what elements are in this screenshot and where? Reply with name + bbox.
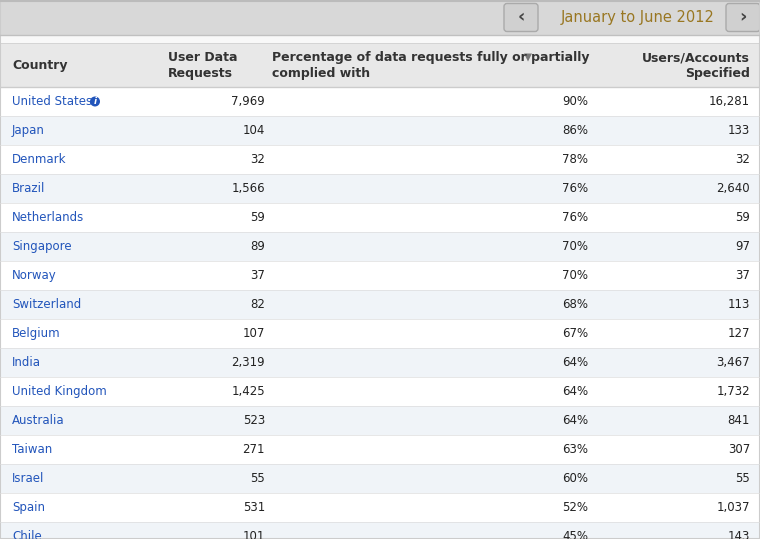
Text: 101: 101 <box>242 530 265 539</box>
Text: 133: 133 <box>728 124 750 137</box>
Bar <box>0 261 760 290</box>
Text: 67%: 67% <box>562 327 588 340</box>
Text: Israel: Israel <box>12 472 44 485</box>
Text: 841: 841 <box>727 414 750 427</box>
Text: 89: 89 <box>250 240 265 253</box>
Text: Requests: Requests <box>168 67 233 80</box>
Text: India: India <box>12 356 41 369</box>
Bar <box>0 290 760 319</box>
Text: 55: 55 <box>250 472 265 485</box>
Text: 1,732: 1,732 <box>717 385 750 398</box>
Text: ‹: ‹ <box>518 9 524 26</box>
Bar <box>0 406 760 435</box>
Text: 78%: 78% <box>562 153 588 166</box>
Text: 64%: 64% <box>562 356 588 369</box>
Bar <box>0 348 760 377</box>
Bar <box>0 116 760 145</box>
Bar <box>0 232 760 261</box>
Text: Users/Accounts: Users/Accounts <box>642 51 750 64</box>
Text: Percentage of data requests fully or partially: Percentage of data requests fully or par… <box>272 51 590 64</box>
Text: 59: 59 <box>735 211 750 224</box>
Text: ›: › <box>739 9 747 26</box>
Text: 127: 127 <box>727 327 750 340</box>
Text: 107: 107 <box>242 327 265 340</box>
Text: 7,969: 7,969 <box>231 95 265 108</box>
Text: 59: 59 <box>250 211 265 224</box>
Text: January to June 2012: January to June 2012 <box>561 10 715 25</box>
Text: 2,640: 2,640 <box>717 182 750 195</box>
Text: 1,566: 1,566 <box>231 182 265 195</box>
Circle shape <box>90 96 100 107</box>
Text: 531: 531 <box>242 501 265 514</box>
Text: 16,281: 16,281 <box>709 95 750 108</box>
Text: Netherlands: Netherlands <box>12 211 84 224</box>
Text: Spain: Spain <box>12 501 45 514</box>
Text: 32: 32 <box>735 153 750 166</box>
Text: 86%: 86% <box>562 124 588 137</box>
Text: Switzerland: Switzerland <box>12 298 81 311</box>
Text: 37: 37 <box>735 269 750 282</box>
Text: 52%: 52% <box>562 501 588 514</box>
Bar <box>0 377 760 406</box>
Text: 271: 271 <box>242 443 265 456</box>
Text: complied with: complied with <box>272 67 370 80</box>
Bar <box>0 464 760 493</box>
FancyBboxPatch shape <box>726 3 760 31</box>
Text: 523: 523 <box>242 414 265 427</box>
Text: 37: 37 <box>250 269 265 282</box>
Text: 97: 97 <box>735 240 750 253</box>
Text: 82: 82 <box>250 298 265 311</box>
Text: 2,319: 2,319 <box>231 356 265 369</box>
Text: User Data: User Data <box>168 51 237 64</box>
Text: 55: 55 <box>735 472 750 485</box>
Text: Singapore: Singapore <box>12 240 71 253</box>
Text: Specified: Specified <box>685 67 750 80</box>
Bar <box>0 174 760 203</box>
Text: 90%: 90% <box>562 95 588 108</box>
Text: Japan: Japan <box>12 124 45 137</box>
Text: Brazil: Brazil <box>12 182 46 195</box>
Text: 143: 143 <box>727 530 750 539</box>
Text: 3,467: 3,467 <box>717 356 750 369</box>
Polygon shape <box>524 53 532 61</box>
Text: 76%: 76% <box>562 182 588 195</box>
Bar <box>0 145 760 174</box>
Text: 113: 113 <box>727 298 750 311</box>
Text: Country: Country <box>12 59 68 72</box>
Text: 104: 104 <box>242 124 265 137</box>
Text: 64%: 64% <box>562 385 588 398</box>
Text: 76%: 76% <box>562 211 588 224</box>
Text: 45%: 45% <box>562 530 588 539</box>
Text: Belgium: Belgium <box>12 327 61 340</box>
Bar <box>0 43 760 87</box>
Text: 70%: 70% <box>562 240 588 253</box>
Text: i: i <box>93 96 97 106</box>
Bar <box>0 203 760 232</box>
Text: 68%: 68% <box>562 298 588 311</box>
Bar <box>0 522 760 539</box>
Bar <box>0 319 760 348</box>
Text: Denmark: Denmark <box>12 153 67 166</box>
Text: 64%: 64% <box>562 414 588 427</box>
Bar <box>0 435 760 464</box>
FancyBboxPatch shape <box>504 3 538 31</box>
Text: Taiwan: Taiwan <box>12 443 52 456</box>
Text: 63%: 63% <box>562 443 588 456</box>
Text: 1,037: 1,037 <box>717 501 750 514</box>
Bar <box>0 87 760 116</box>
Text: Chile: Chile <box>12 530 42 539</box>
Text: 70%: 70% <box>562 269 588 282</box>
Bar <box>0 0 760 35</box>
Text: 1,425: 1,425 <box>231 385 265 398</box>
Text: United Kingdom: United Kingdom <box>12 385 106 398</box>
Text: Australia: Australia <box>12 414 65 427</box>
Text: 307: 307 <box>728 443 750 456</box>
Text: 60%: 60% <box>562 472 588 485</box>
Text: United States: United States <box>12 95 92 108</box>
Bar <box>0 493 760 522</box>
Text: Norway: Norway <box>12 269 57 282</box>
Text: 32: 32 <box>250 153 265 166</box>
